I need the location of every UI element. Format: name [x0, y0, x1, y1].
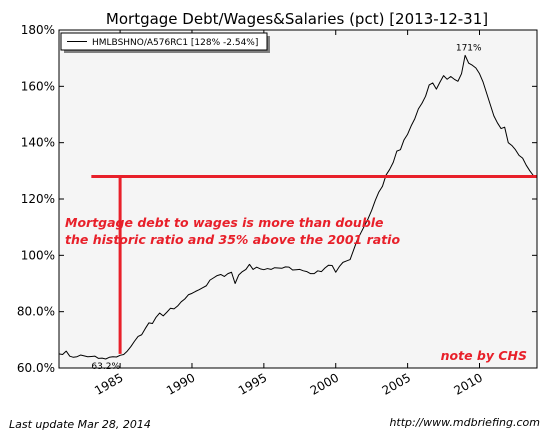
legend: HMLBSHNO/A576RC1 [128% -2.54%]	[60, 32, 270, 53]
y-tick-label: 120%	[21, 192, 55, 206]
note-text-line-2: the historic ratio and 35% above the 200…	[65, 232, 400, 247]
x-tick-label: 2010	[452, 370, 485, 397]
y-tick-label: 160%	[21, 79, 55, 93]
y-tick-label: 60.0%	[17, 361, 55, 375]
y-axis: 60.0% 80.0% 100% 120% 140% 160% 180%	[17, 23, 537, 375]
y-tick-label: 80.0%	[17, 305, 55, 319]
last-update-label: Last update Mar 28, 2014	[9, 418, 151, 431]
legend-box	[60, 32, 268, 51]
note-signature: note by CHS	[441, 348, 527, 363]
y-tick-label: 180%	[21, 23, 55, 37]
x-tick-label: 1990	[164, 370, 197, 397]
chart-title: Mortgage Debt/Wages&Salaries (pct) [2013…	[106, 10, 488, 28]
note-text: Mortgage debt to wages is more than doub…	[65, 215, 400, 247]
x-tick-label: 2005	[380, 370, 413, 397]
annotation-layer: 171% 63.2%	[91, 43, 482, 372]
note-text-line-1: Mortgage debt to wages is more than doub…	[65, 215, 384, 230]
series-layer	[58, 54, 538, 360]
annotation-label: 171%	[456, 43, 482, 53]
series-line-0	[58, 54, 538, 360]
annotation-label: 63.2%	[91, 362, 120, 372]
reference-layer	[91, 174, 537, 354]
x-tick-label: 1995	[236, 370, 269, 397]
y-tick-label: 140%	[21, 136, 55, 150]
plot-area	[59, 30, 537, 368]
x-tick-label: 2000	[308, 370, 341, 397]
source-url: http://www.mdbriefing.com	[389, 416, 540, 429]
x-tick-label: 1985	[92, 370, 125, 397]
y-tick-label: 100%	[21, 248, 55, 262]
legend-series-name: HMLBSHNO/A576RC1 [128% -2.54%]	[92, 38, 258, 48]
